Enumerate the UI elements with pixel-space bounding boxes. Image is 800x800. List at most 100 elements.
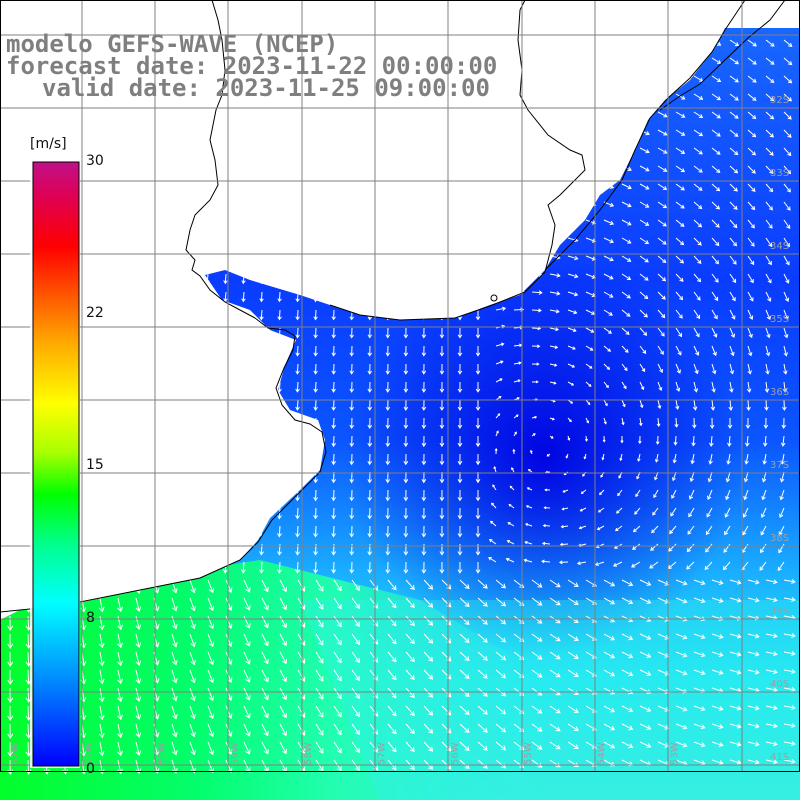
wind-arrow xyxy=(549,705,561,714)
wind-arrow xyxy=(631,561,641,568)
wind-arrow xyxy=(657,309,665,318)
wind-arrow-head xyxy=(475,388,481,393)
wind-arrow-head xyxy=(700,616,706,622)
wind-arrow xyxy=(639,183,649,190)
wind-arrow-head xyxy=(543,506,547,510)
wind-arrow-head xyxy=(263,749,269,755)
wind-arrow-head xyxy=(349,497,355,502)
wind-arrow-head xyxy=(682,670,688,676)
wind-arrow-head xyxy=(610,761,616,767)
wind-arrow xyxy=(524,541,533,545)
wind-arrow-head xyxy=(519,745,525,750)
wind-arrow-head xyxy=(569,419,572,423)
wind-arrow xyxy=(765,579,778,583)
wind-arrow xyxy=(278,507,281,519)
wind-arrow-head xyxy=(501,583,507,589)
wind-arrow-head xyxy=(749,297,754,302)
wind-arrow-head xyxy=(610,653,616,659)
wind-arrow-head xyxy=(517,379,521,383)
wind-arrow xyxy=(742,525,749,535)
wind-arrow-head xyxy=(331,569,337,574)
wind-arrow xyxy=(513,344,522,347)
wind-arrow xyxy=(671,489,677,499)
wind-arrow xyxy=(615,525,623,532)
wind-arrow xyxy=(657,165,667,172)
wind-arrow-head xyxy=(313,370,318,375)
wind-arrow-head xyxy=(672,459,677,464)
wind-arrow xyxy=(296,381,299,392)
wind-arrow-head xyxy=(682,598,688,604)
wind-arrow xyxy=(693,291,701,301)
wind-arrow-head xyxy=(532,433,536,436)
wind-arrow xyxy=(296,507,299,519)
wind-arrow xyxy=(549,597,561,606)
wind-arrow-head xyxy=(515,414,519,418)
valid-date: valid date: 2023-11-25 09:00:00 xyxy=(42,74,490,102)
wind-arrow xyxy=(783,309,789,320)
wind-arrow xyxy=(585,363,593,369)
wind-arrow xyxy=(747,201,755,210)
wind-arrow-head xyxy=(7,661,14,667)
wind-arrow xyxy=(495,597,506,607)
wind-arrow-head xyxy=(627,166,632,172)
wind-arrow-head xyxy=(780,460,785,465)
wind-arrow-head xyxy=(7,751,14,757)
wind-arrow xyxy=(783,111,792,120)
wind-arrow-head xyxy=(646,581,652,586)
wind-arrow xyxy=(171,633,177,647)
wind-arrow xyxy=(243,705,250,719)
wind-arrow-head xyxy=(475,479,481,484)
wind-arrow xyxy=(441,741,452,752)
wind-arrow-head xyxy=(421,406,427,411)
wind-arrow-head xyxy=(609,293,614,298)
wind-arrow-head xyxy=(240,569,246,574)
wind-arrow-head xyxy=(762,460,767,465)
wind-arrow-head xyxy=(331,406,337,411)
longitude-label: 56W xyxy=(450,742,461,765)
wind-arrow xyxy=(621,399,626,407)
wind-arrow xyxy=(747,741,759,746)
wind-arrow xyxy=(531,597,542,606)
wind-arrow-head xyxy=(535,380,539,384)
wind-arrow xyxy=(207,615,214,629)
wind-arrow-head xyxy=(675,387,681,392)
wind-arrow xyxy=(243,651,250,665)
wind-arrow-head xyxy=(605,384,609,389)
wind-arrow xyxy=(675,129,685,136)
wind-arrow xyxy=(333,687,342,699)
wind-arrow xyxy=(657,705,669,712)
wind-arrow-head xyxy=(385,497,391,502)
wind-arrow xyxy=(711,381,715,392)
wind-arrow xyxy=(747,93,757,101)
wind-arrow-head xyxy=(385,478,391,484)
wind-arrow-head xyxy=(754,633,760,639)
wind-arrow-head xyxy=(208,587,215,594)
wind-arrow-head xyxy=(682,742,688,748)
wind-arrow xyxy=(477,705,488,715)
wind-arrow xyxy=(225,687,232,701)
wind-arrow xyxy=(243,615,250,629)
wind-arrow-head xyxy=(657,405,662,410)
wind-arrow-head xyxy=(682,724,688,730)
wind-arrow xyxy=(781,471,785,482)
wind-arrow-head xyxy=(117,606,123,613)
wind-arrow xyxy=(621,291,631,299)
wind-arrow-head xyxy=(349,424,355,430)
wind-arrow xyxy=(117,615,122,630)
wind-arrow-head xyxy=(537,709,543,714)
wind-arrow-head xyxy=(628,671,634,677)
wind-arrow xyxy=(778,543,785,553)
wind-arrow xyxy=(603,363,610,370)
wind-arrow xyxy=(495,669,506,679)
wind-arrow xyxy=(315,579,324,592)
wind-arrow-head xyxy=(734,132,739,137)
wind-arrow xyxy=(297,651,305,664)
wind-arrow xyxy=(405,741,415,752)
wind-arrow xyxy=(549,309,559,313)
wind-arrow xyxy=(621,201,632,207)
wind-arrow xyxy=(657,111,668,118)
wind-arrow-head xyxy=(628,581,634,587)
wind-arrow-head xyxy=(682,616,688,622)
wind-arrow xyxy=(634,507,641,515)
wind-arrow-head xyxy=(786,224,791,229)
